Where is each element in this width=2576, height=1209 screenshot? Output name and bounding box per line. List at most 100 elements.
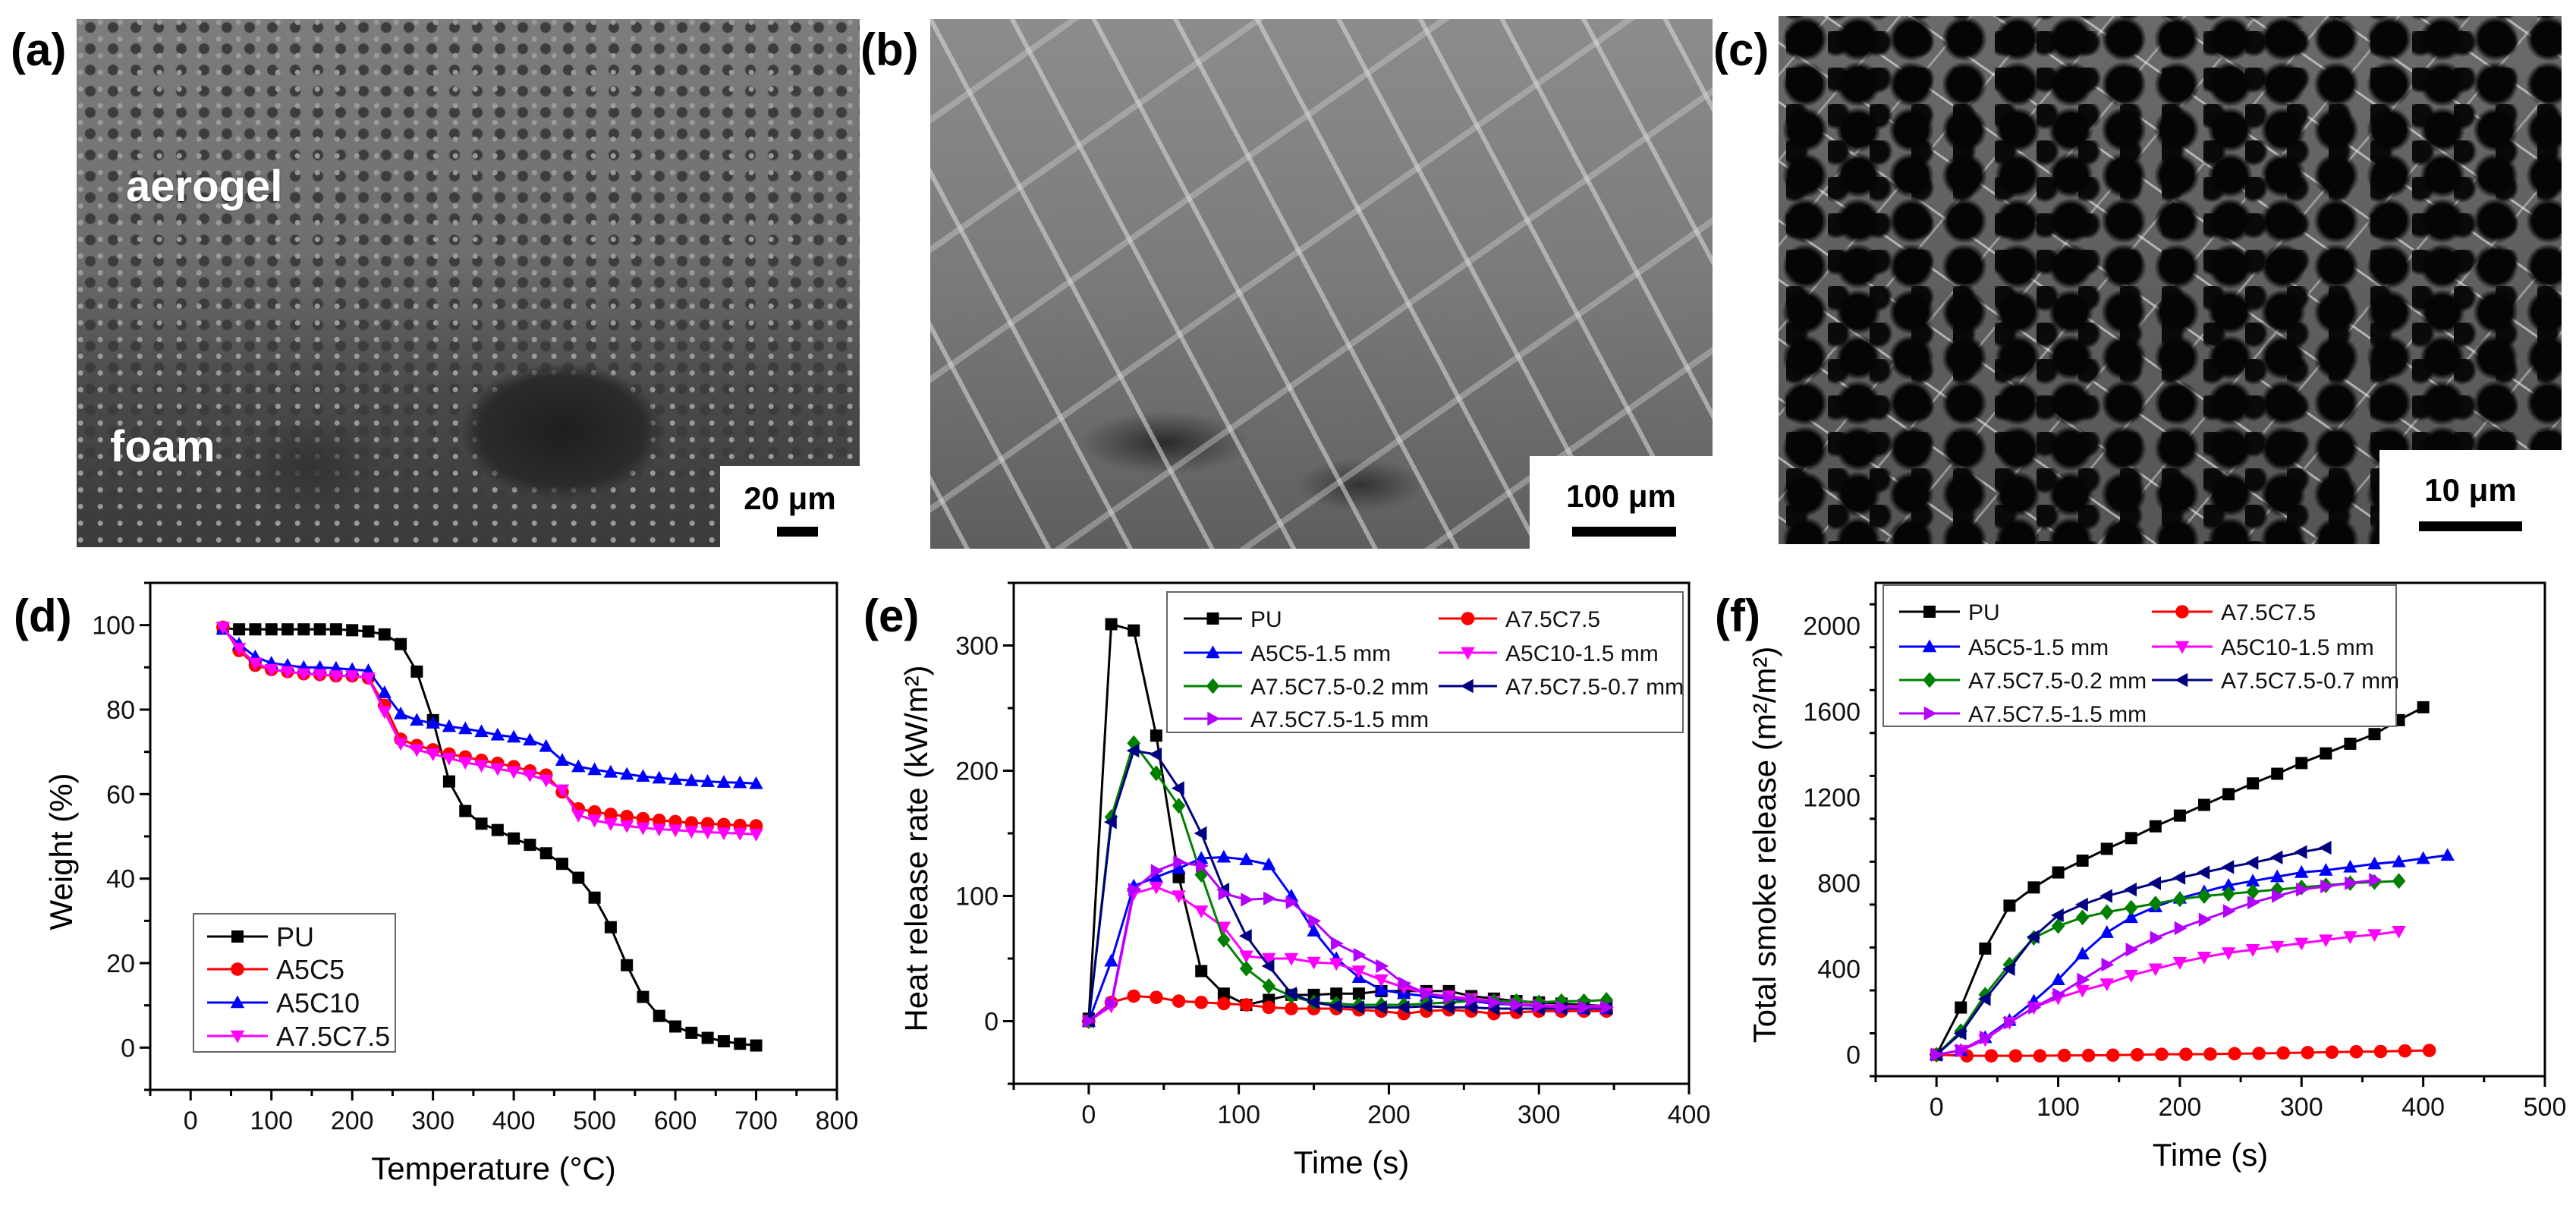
legend-item: A5C5 (207, 954, 344, 985)
data-point (1353, 947, 1367, 962)
series-a7-5c7-5-1-5-mm (1083, 855, 1614, 1028)
legend-label: A7.5C7.5-0.2 mm (1968, 669, 2147, 694)
legend-label: A7.5C7.5-0.2 mm (1250, 675, 1429, 700)
legend-item: PU (1899, 600, 2000, 625)
data-point (2294, 937, 2309, 951)
data-point (2367, 856, 2382, 870)
scale-bar-box: 100 μm (1530, 456, 1713, 549)
legend-marker (1206, 612, 1219, 625)
data-point (2155, 1047, 2169, 1061)
data-point (2076, 854, 2089, 867)
data-point (2270, 869, 2285, 883)
sem-image-c: 10 μm (1779, 16, 2562, 544)
data-point (1511, 997, 1524, 1012)
data-point (1261, 959, 1275, 974)
data-point (1374, 982, 1389, 996)
data-point (619, 767, 634, 780)
data-point (2245, 944, 2260, 957)
data-point (2276, 1046, 2291, 1060)
legend-item: PU (207, 921, 314, 952)
legend-item: A5C10-1.5 mm (2152, 635, 2374, 660)
data-point (2343, 931, 2357, 944)
data-point (395, 638, 407, 650)
data-point (1218, 886, 1231, 901)
legend-item: A7.5C7.5 (1439, 607, 1600, 632)
legend-item: PU (1184, 607, 1282, 632)
legend-label: A7.5C7.5-1.5 mm (1968, 702, 2147, 727)
y-tick-label: 2000 (1803, 612, 1860, 641)
legend-item: A7.5C7.5-1.5 mm (1184, 707, 1429, 732)
data-point (346, 624, 359, 637)
data-point (2319, 863, 2333, 876)
legend-label: A7.5C7.5 (2221, 600, 2316, 625)
data-point (1172, 871, 1185, 883)
data-point (1238, 929, 1252, 943)
data-point (2075, 897, 2088, 912)
data-point (1150, 864, 1164, 878)
data-point (1216, 921, 1231, 935)
data-point (571, 809, 586, 823)
legend-marker (2175, 672, 2188, 688)
legend-label: A5C10-1.5 mm (1505, 641, 1659, 666)
data-point (426, 716, 440, 729)
data-point (490, 763, 505, 776)
data-point (2373, 1044, 2388, 1059)
data-point (2050, 908, 2064, 923)
data-point (282, 623, 294, 636)
data-point (393, 738, 408, 751)
legend-marker (1460, 678, 1474, 694)
legend-label: PU (1968, 600, 2000, 625)
x-tick-label: 300 (2280, 1093, 2323, 1122)
y-tick-label: 0 (121, 1034, 135, 1063)
data-point (621, 959, 634, 971)
data-point (1217, 931, 1231, 948)
data-point (2320, 747, 2332, 760)
data-point (1149, 870, 1164, 883)
data-point (2272, 889, 2285, 903)
x-tick-label: 500 (573, 1107, 616, 1135)
y-axis-title: Heat release rate (kW/m²) (898, 665, 934, 1031)
data-point (2343, 859, 2357, 873)
data-point (2294, 864, 2309, 878)
legend-marker (1207, 711, 1221, 726)
data-point (653, 1009, 665, 1022)
data-point (2349, 1044, 2364, 1059)
legend-item: A7.5C7.5-1.5 mm (1899, 702, 2147, 727)
data-point (637, 990, 650, 1003)
data-point (410, 665, 423, 678)
data-point (603, 818, 618, 831)
data-point (2004, 1015, 2017, 1030)
scale-bar-label: 100 μm (1566, 478, 1676, 514)
data-point (393, 706, 408, 719)
data-point (2198, 912, 2212, 927)
data-point (2203, 1047, 2217, 1061)
data-point (1262, 978, 1276, 994)
data-point (2179, 1047, 2193, 1061)
data-point (442, 719, 457, 732)
y-tick-label: 60 (106, 780, 135, 809)
legend-marker (231, 930, 244, 943)
data-point (2075, 984, 2090, 998)
data-point (2028, 1000, 2042, 1015)
data-point (2052, 866, 2065, 879)
data-point (1351, 965, 1367, 979)
data-point (1577, 993, 1591, 1009)
data-point (2247, 777, 2260, 790)
data-point (2422, 1044, 2436, 1057)
series-a5c10 (215, 622, 763, 789)
data-point (2222, 904, 2236, 918)
panel-label: (e) (863, 590, 919, 641)
legend-label: A5C10 (276, 987, 360, 1019)
data-point (587, 762, 602, 776)
data-point (1172, 890, 1186, 904)
data-point (1329, 958, 1344, 971)
data-point (442, 752, 457, 766)
data-point (2296, 882, 2309, 897)
data-point (524, 839, 536, 852)
x-tick-label: 100 (2037, 1093, 2080, 1122)
data-point (1104, 953, 1118, 967)
data-point (1262, 952, 1276, 966)
y-tick-label: 400 (1817, 956, 1860, 984)
data-point (685, 1026, 698, 1039)
data-point (2301, 1046, 2315, 1059)
